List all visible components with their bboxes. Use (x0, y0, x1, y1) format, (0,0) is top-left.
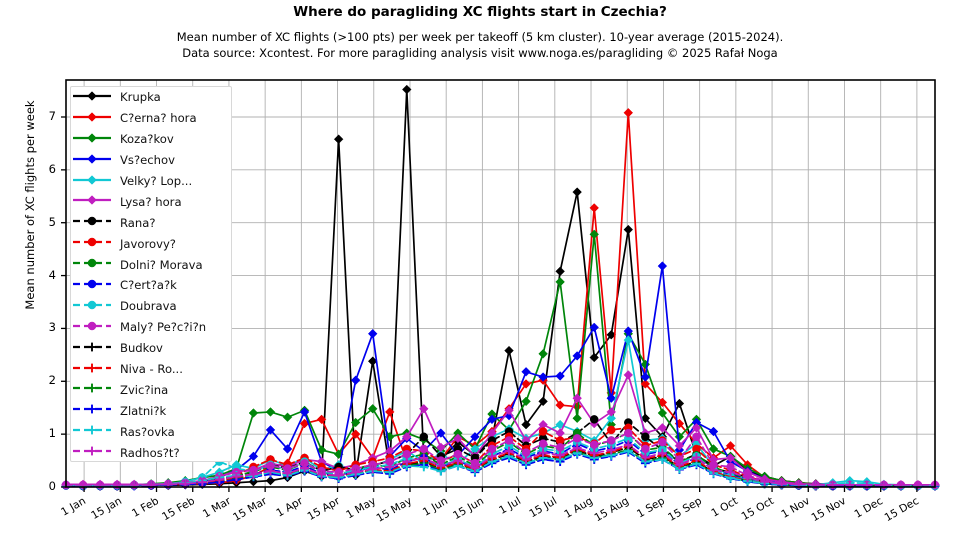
legend-item-6[interactable]: Rana? (71, 212, 231, 233)
y-tick-label: 7 (48, 109, 56, 123)
legend-item-label: Javorovy? (120, 236, 176, 251)
legend-item-label: Zvic?ina (120, 382, 169, 397)
y-tick-label: 3 (48, 320, 56, 335)
y-tick-label: 0 (48, 479, 56, 493)
legend-item-1[interactable]: C?erna? hora (71, 108, 231, 129)
legend-circle-icon (73, 318, 117, 336)
chart-series (61, 440, 940, 490)
legend-item-2[interactable]: Koza?kov (71, 129, 231, 150)
legend-diamond-icon (73, 151, 117, 169)
legend-item-label: Maly? Pe?c?i?n (120, 320, 207, 335)
legend-item-12[interactable]: Budkov (71, 338, 231, 359)
legend-diamond-icon (73, 109, 117, 127)
legend-item-7[interactable]: Javorovy? (71, 233, 231, 254)
tick-marks (61, 116, 918, 492)
legend-item-label: Velky? Lop... (120, 174, 193, 188)
legend-plus-icon (73, 339, 117, 357)
legend-item-11[interactable]: Maly? Pe?c?i?n (71, 317, 231, 338)
legend-plus-icon (73, 444, 117, 462)
legend-circle-icon (73, 276, 117, 294)
y-tick-label: 2 (48, 373, 56, 388)
subtitle-line-1: Mean number of XC flights (>100 pts) per… (176, 30, 784, 44)
y-tick-label: 1 (48, 426, 56, 441)
legend-item-14[interactable]: Zvic?ina (71, 379, 231, 400)
legend-plus-icon (73, 423, 117, 441)
page-subtitle: Mean number of XC flights (>100 pts) per… (0, 29, 960, 61)
legend-item-15[interactable]: Zlatni?k (71, 400, 231, 421)
legend-item-8[interactable]: Dolni? Morava (71, 254, 231, 275)
y-tick-label: 4 (48, 267, 56, 282)
legend-item-label: Ras?ovka (120, 424, 175, 439)
legend-circle-icon (73, 256, 117, 274)
legend-item-5[interactable]: Lysa? hora (71, 191, 231, 212)
legend-diamond-icon (73, 172, 117, 190)
legend-item-label: Budkov (120, 341, 163, 356)
legend-item-label: Lysa? hora (120, 194, 182, 209)
legend-item-9[interactable]: C?ert?a?k (71, 275, 231, 296)
legend-item-4[interactable]: Velky? Lop... (71, 171, 231, 192)
legend-item-label: Koza?kov (120, 132, 174, 147)
legend-item-3[interactable]: Vs?echov (71, 150, 231, 171)
legend-diamond-icon (73, 88, 117, 106)
legend-item-17[interactable]: Radhos?t? (71, 442, 231, 463)
legend-diamond-icon (73, 193, 117, 211)
legend-circle-icon (73, 297, 117, 315)
legend-item-label: C?ert?a?k (120, 278, 177, 293)
plot-frame (65, 79, 936, 488)
legend-item-label: Dolni? Morava (120, 257, 203, 272)
legend-item-label: Doubrava (120, 299, 177, 314)
page-title: Where do paragliding XC flights start in… (293, 4, 667, 20)
legend-item-label: Niva - Ro... (120, 362, 183, 377)
y-tick-label: 5 (48, 214, 56, 229)
legend-plus-icon (73, 402, 117, 420)
legend-item-label: Krupka (120, 90, 161, 105)
legend-item-label: Zlatni?k (120, 403, 167, 418)
legend-item-label: C?erna? hora (120, 111, 197, 126)
legend-item-label: Rana? (120, 215, 156, 230)
legend-item-label: Radhos?t? (120, 445, 180, 460)
legend-plus-icon (73, 360, 117, 378)
legend-circle-icon (73, 214, 117, 232)
chart-legend[interactable]: Krupka C?erna? hora Koza?kov Vs?echov Velky?… (70, 86, 232, 462)
legend-item-10[interactable]: Doubrava (71, 296, 231, 317)
legend-circle-icon (73, 235, 117, 253)
y-tick-label: 6 (48, 161, 56, 176)
legend-plus-icon (73, 381, 117, 399)
legend-item-0[interactable]: Krupka (71, 87, 231, 108)
subtitle-line-2: Data source: Xcontest. For more paraglid… (182, 46, 778, 60)
legend-item-16[interactable]: Ras?ovka (71, 421, 231, 442)
legend-diamond-icon (73, 130, 117, 148)
legend-item-13[interactable]: Niva - Ro... (71, 359, 231, 380)
legend-item-label: Vs?echov (120, 153, 175, 168)
